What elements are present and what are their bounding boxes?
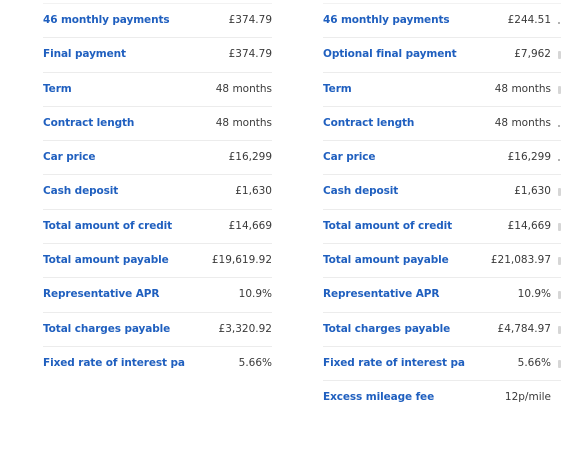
clipped-marker-icon <box>558 188 561 197</box>
row-value: £3,320.92 <box>218 322 272 335</box>
row-value: £21,083.97 <box>490 254 551 267</box>
clipped-marker-icon <box>558 222 561 231</box>
row-value: £7,962 <box>514 48 551 61</box>
table-row: Cash deposit £1,630 <box>43 174 272 208</box>
row-value: 5.66% <box>517 356 551 369</box>
row-label: Total amount of credit <box>43 219 173 232</box>
row-label: Contract length <box>43 116 135 129</box>
table-row: Total amount payable £19,619.92 <box>43 243 272 277</box>
clipped-marker-icon <box>558 291 561 300</box>
row-value: £244.51 <box>507 14 551 26</box>
clipped-marker-icon <box>558 51 561 60</box>
table-row: Contract length 48 months <box>43 105 272 140</box>
finance-table-right: 46 monthly payments £244.51 Optional fin… <box>323 3 561 415</box>
table-row: Contract length 48 months <box>323 105 561 140</box>
clipped-marker-icon <box>558 124 560 127</box>
table-row: Cash deposit £1,630 <box>323 174 561 208</box>
row-label: Final payment <box>43 48 126 61</box>
row-label: 46 monthly payments <box>43 14 170 26</box>
row-value: £1,630 <box>514 185 551 198</box>
table-row: Total charges payable £3,320.92 <box>43 311 272 346</box>
row-value: 5.66% <box>238 356 272 369</box>
row-value: £374.79 <box>228 48 272 61</box>
row-value: 10.9% <box>517 288 551 301</box>
table-row: Total amount of credit £14,669 <box>43 208 272 243</box>
clipped-marker-icon <box>558 22 560 24</box>
row-value: £19,619.92 <box>211 254 272 267</box>
table-row: Final payment £374.79 <box>43 37 272 71</box>
row-label: Representative APR <box>323 288 440 301</box>
row-label: Contract length <box>323 116 415 129</box>
row-value: 48 months <box>494 116 551 129</box>
table-row: Fixed rate of interest pa 5.66% <box>323 345 561 380</box>
row-label: Fixed rate of interest pa <box>43 356 185 369</box>
row-label: Total charges payable <box>43 322 171 335</box>
row-label: Cash deposit <box>323 185 399 198</box>
row-value: £16,299 <box>507 151 551 164</box>
row-value: £14,669 <box>507 219 551 232</box>
clipped-marker-icon <box>558 325 561 334</box>
row-value: 12p/mile <box>504 391 551 404</box>
clipped-marker-icon <box>558 159 560 162</box>
table-row: Excess mileage fee 12p/mile <box>323 380 561 414</box>
row-label: Term <box>323 82 352 95</box>
row-value: 10.9% <box>238 288 272 301</box>
finance-table-left: 46 monthly payments £374.79 Final paymen… <box>43 3 272 380</box>
table-row: Total amount of credit £14,669 <box>323 208 561 243</box>
row-value: 48 months <box>494 82 551 95</box>
table-row: 46 monthly payments £244.51 <box>323 3 561 37</box>
row-label: 46 monthly payments <box>323 14 450 26</box>
row-label: Total amount of credit <box>323 219 453 232</box>
table-row: Fixed rate of interest pa 5.66% <box>43 345 272 380</box>
row-label: Representative APR <box>43 288 160 301</box>
row-label: Car price <box>323 151 376 164</box>
table-row: Optional final payment £7,962 <box>323 37 561 71</box>
row-label: Term <box>43 82 72 95</box>
row-value: £374.79 <box>228 14 272 26</box>
table-row: Total amount payable £21,083.97 <box>323 243 561 277</box>
row-label: Fixed rate of interest pa <box>323 356 465 369</box>
table-row: Car price £16,299 <box>323 140 561 174</box>
table-row: Term 48 months <box>43 71 272 106</box>
table-row: Total charges payable £4,784.97 <box>323 311 561 346</box>
table-row: Representative APR 10.9% <box>323 277 561 311</box>
row-label: Total charges payable <box>323 322 451 335</box>
row-value: £4,784.97 <box>497 322 551 335</box>
row-value: £1,630 <box>235 185 272 198</box>
row-value: £16,299 <box>228 151 272 164</box>
row-value: 48 months <box>215 82 272 95</box>
table-row: 46 monthly payments £374.79 <box>43 3 272 37</box>
row-label: Excess mileage fee <box>323 391 435 404</box>
row-label: Cash deposit <box>43 185 119 198</box>
row-value: 48 months <box>215 116 272 129</box>
row-label: Total amount payable <box>43 254 169 267</box>
row-label: Total amount payable <box>323 254 449 267</box>
clipped-marker-icon <box>558 85 561 94</box>
table-row: Car price £16,299 <box>43 140 272 174</box>
row-label: Optional final payment <box>323 48 457 61</box>
clipped-marker-icon <box>558 359 561 368</box>
row-value: £14,669 <box>228 219 272 232</box>
clipped-marker-icon <box>558 257 561 266</box>
row-label: Car price <box>43 151 96 164</box>
table-row: Representative APR 10.9% <box>43 277 272 311</box>
table-row: Term 48 months <box>323 71 561 106</box>
